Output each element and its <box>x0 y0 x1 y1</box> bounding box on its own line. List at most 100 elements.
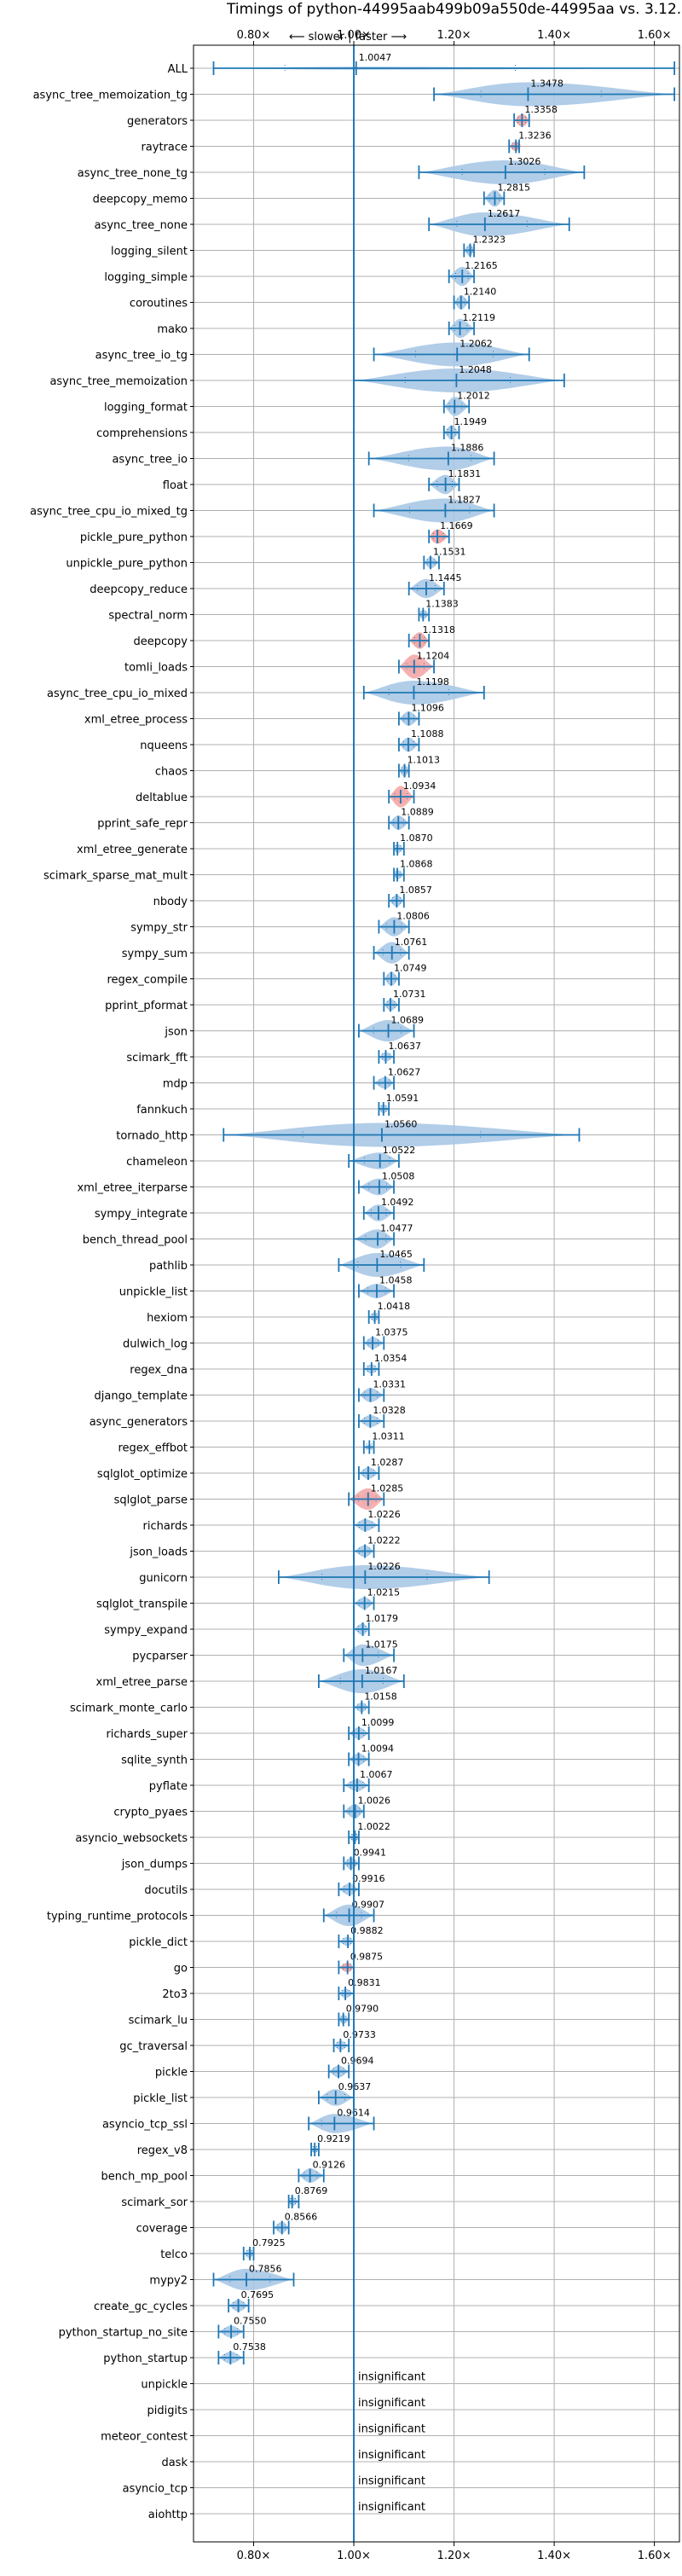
mean-value-label: 1.2140 <box>464 287 497 298</box>
y-label: pathlib <box>149 1260 188 1273</box>
mean-value-label: 1.0560 <box>384 1119 418 1130</box>
y-label: json <box>164 1026 188 1039</box>
y-label: async_tree_cpu_io_mixed_tg <box>30 506 188 519</box>
y-label: 2to3 <box>162 1988 188 2001</box>
y-label: python_startup <box>103 2353 188 2365</box>
mean-value-label: 0.9790 <box>346 2004 379 2015</box>
y-label: ALL <box>168 63 188 76</box>
y-label: regex_effbot <box>118 1442 188 1455</box>
plot-frame <box>193 44 680 2543</box>
y-label: unpickle <box>141 2379 188 2392</box>
mean-value-label: 1.0354 <box>374 1353 407 1364</box>
y-label: deepcopy_memo <box>93 194 188 206</box>
x-axis-top: 0.80× 1.00× 1.20× 1.40× 1.60× <box>237 29 672 45</box>
y-label: raytrace <box>141 142 188 154</box>
violins-layer: 1.0047 1.3478 1.3358 1.3236 1.3026 1.2815 1.26… <box>212 52 676 2514</box>
mean-value-label: 1.0094 <box>361 1743 395 1755</box>
mean-value-label: 1.0285 <box>371 1483 404 1494</box>
insignificant-label: insignificant <box>358 2475 425 2488</box>
x-tick-label-top: 0.80× <box>237 29 271 42</box>
y-label: gc_traversal <box>119 2040 188 2053</box>
y-label: richards <box>143 1520 188 1533</box>
y-label: dulwich_log <box>123 1338 188 1351</box>
y-label: json_loads <box>129 1546 188 1559</box>
mean-value-label: 1.0522 <box>383 1145 416 1156</box>
mean-value-label: 1.1531 <box>433 547 466 558</box>
y-label: richards_super <box>106 1728 188 1741</box>
mean-value-label: 1.1827 <box>448 495 481 506</box>
y-label: logging_simple <box>104 271 188 284</box>
x-tick-label-top: 1.20× <box>437 29 471 42</box>
y-label: gunicorn <box>139 1572 188 1585</box>
mean-value-label: 1.2062 <box>459 339 493 350</box>
y-label: crypto_pyaes <box>113 1807 188 1819</box>
y-label: regex_v8 <box>137 2144 188 2157</box>
y-label: pidigits <box>147 2405 188 2417</box>
mean-value-label: 1.0222 <box>367 1535 401 1546</box>
y-label: pyflate <box>149 1780 188 1793</box>
mean-value-label: 0.9882 <box>350 1925 384 1936</box>
y-label: tomli_loads <box>124 662 188 675</box>
y-label: chaos <box>155 766 188 779</box>
insignificant-label: insignificant <box>358 2423 425 2436</box>
y-label: pickle_pure_python <box>80 531 188 544</box>
y-label: async_generators <box>90 1416 188 1429</box>
mean-value-label: 1.0418 <box>378 1301 411 1312</box>
y-label: pickle <box>155 2067 188 2080</box>
y-label: async_tree_memoization <box>49 375 188 388</box>
y-label: pickle_dict <box>129 1936 188 1949</box>
y-label: logging_format <box>104 402 188 415</box>
mean-value-label: 1.2815 <box>497 183 530 194</box>
mean-value-label: 1.0099 <box>361 1717 395 1728</box>
y-label: django_template <box>95 1390 188 1403</box>
y-label: deepcopy <box>133 635 188 648</box>
x-tick-label-bottom: 1.00× <box>337 2550 371 2562</box>
mean-value-label: 1.0870 <box>400 833 433 844</box>
mean-value-label: 0.9831 <box>348 1977 381 1988</box>
mean-value-label: 1.0889 <box>401 807 434 818</box>
mean-value-label: 1.0749 <box>394 963 427 974</box>
mean-value-label: 1.2617 <box>488 208 521 219</box>
y-label: generators <box>127 115 188 128</box>
mean-value-label: 1.0158 <box>364 1691 397 1703</box>
mean-value-label: 1.0492 <box>381 1197 414 1208</box>
mean-value-label: 1.0857 <box>399 885 432 896</box>
y-label: mypy2 <box>149 2275 188 2288</box>
mean-value-label: 1.2048 <box>459 364 492 375</box>
y-label: sympy_sum <box>122 948 188 960</box>
y-label: xml_etree_parse <box>96 1676 188 1689</box>
mean-value-label: 1.1088 <box>411 728 443 740</box>
x-tick-label-bottom: 1.20× <box>437 2550 471 2562</box>
mean-value-label: 1.0689 <box>391 1015 425 1026</box>
mean-value-label: 1.0458 <box>379 1275 413 1286</box>
mean-value-label: 0.7925 <box>252 2237 286 2248</box>
y-label: tornado_http <box>116 1130 188 1143</box>
mean-value-label: 1.3478 <box>530 78 564 90</box>
mean-value-label: 1.1886 <box>451 443 484 454</box>
mean-value-label: 1.0331 <box>373 1379 406 1390</box>
mean-value-label: 0.7538 <box>233 2341 266 2353</box>
y-label: float <box>163 479 188 492</box>
mean-value-label: 1.0311 <box>372 1431 405 1442</box>
mean-value-label: 1.2165 <box>465 260 498 271</box>
grid-lines <box>194 45 679 2542</box>
mean-value-label: 1.0465 <box>379 1249 413 1260</box>
mean-value-label: 1.2119 <box>463 312 496 323</box>
mean-value-label: 1.0375 <box>375 1327 408 1338</box>
y-label: scimark_sparse_mat_mult <box>43 870 188 883</box>
y-label: comprehensions <box>96 427 188 440</box>
y-label: typing_runtime_protocols <box>47 1911 188 1923</box>
x-tick-label-top: 1.60× <box>638 29 672 42</box>
mean-value-label: 1.1831 <box>448 468 482 479</box>
mean-value-label: 1.0806 <box>396 911 430 922</box>
mean-value-label: 1.0868 <box>400 859 433 870</box>
mean-value-label: 0.9694 <box>341 2056 374 2067</box>
y-label: unpickle_list <box>119 1286 188 1299</box>
mean-value-label: 1.0226 <box>367 1509 401 1520</box>
y-label: go <box>174 1963 188 1976</box>
y-label: scimark_monte_carlo <box>70 1703 188 1715</box>
mean-value-label: 1.0026 <box>358 1796 391 1807</box>
mean-value-label: 1.0167 <box>365 1665 398 1676</box>
mean-value-label: 1.0637 <box>388 1041 421 1052</box>
